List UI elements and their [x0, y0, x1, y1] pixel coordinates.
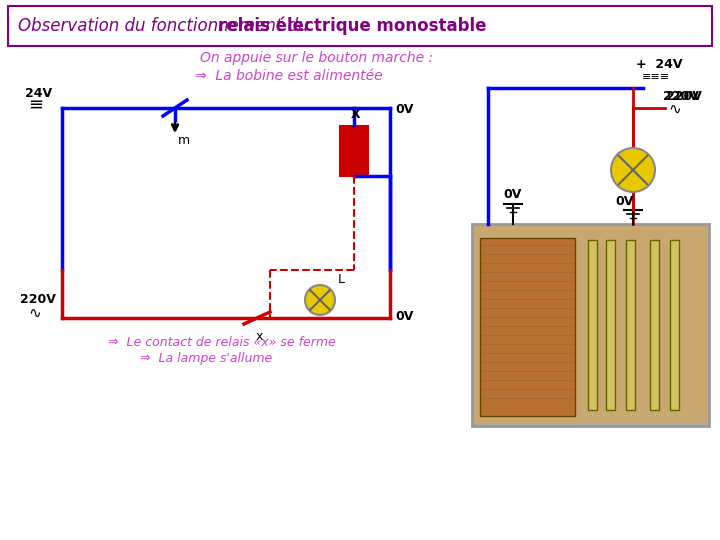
Text: relais électrique monostable: relais électrique monostable	[217, 17, 486, 35]
Text: 220V: 220V	[663, 90, 699, 103]
Bar	[340, 126, 368, 176]
Circle shape	[305, 285, 335, 315]
Text: 220V: 220V	[20, 293, 56, 306]
Circle shape	[611, 148, 655, 192]
Text: ⇒  La lampe s'allume: ⇒ La lampe s'allume	[140, 352, 272, 365]
Text: ⇒  Le contact de relais «x» se ferme: ⇒ Le contact de relais «x» se ferme	[108, 336, 336, 349]
Text: ≡≡≡: ≡≡≡	[642, 72, 670, 82]
Text: ∿: ∿	[28, 306, 41, 321]
Text: +  24V: + 24V	[636, 58, 683, 71]
Bar	[626, 240, 635, 410]
Bar	[588, 240, 597, 410]
Text: 0V: 0V	[503, 188, 521, 201]
Text: ≡: ≡	[28, 96, 43, 114]
Text: 220V: 220V	[666, 90, 702, 103]
Text: On appuie sur le bouton marche :: On appuie sur le bouton marche :	[200, 51, 433, 65]
Bar	[606, 240, 615, 410]
Bar	[472, 224, 709, 426]
Text: X: X	[351, 108, 361, 121]
Text: 0V: 0V	[615, 195, 634, 208]
Text: 24V: 24V	[25, 87, 52, 100]
Bar	[650, 240, 659, 410]
Text: 0V: 0V	[395, 103, 413, 116]
Text: 0V: 0V	[395, 310, 413, 323]
Text: m: m	[178, 134, 190, 147]
Text: Observation du fonctionnement du: Observation du fonctionnement du	[18, 17, 314, 35]
Bar	[670, 240, 679, 410]
Bar	[480, 238, 575, 416]
Text: ⇒  La bobine est alimentée: ⇒ La bobine est alimentée	[195, 69, 382, 83]
FancyBboxPatch shape	[8, 6, 712, 46]
Bar	[473, 225, 708, 425]
Text: x: x	[256, 330, 264, 343]
Text: L: L	[338, 273, 345, 286]
Text: ∿: ∿	[668, 102, 680, 117]
